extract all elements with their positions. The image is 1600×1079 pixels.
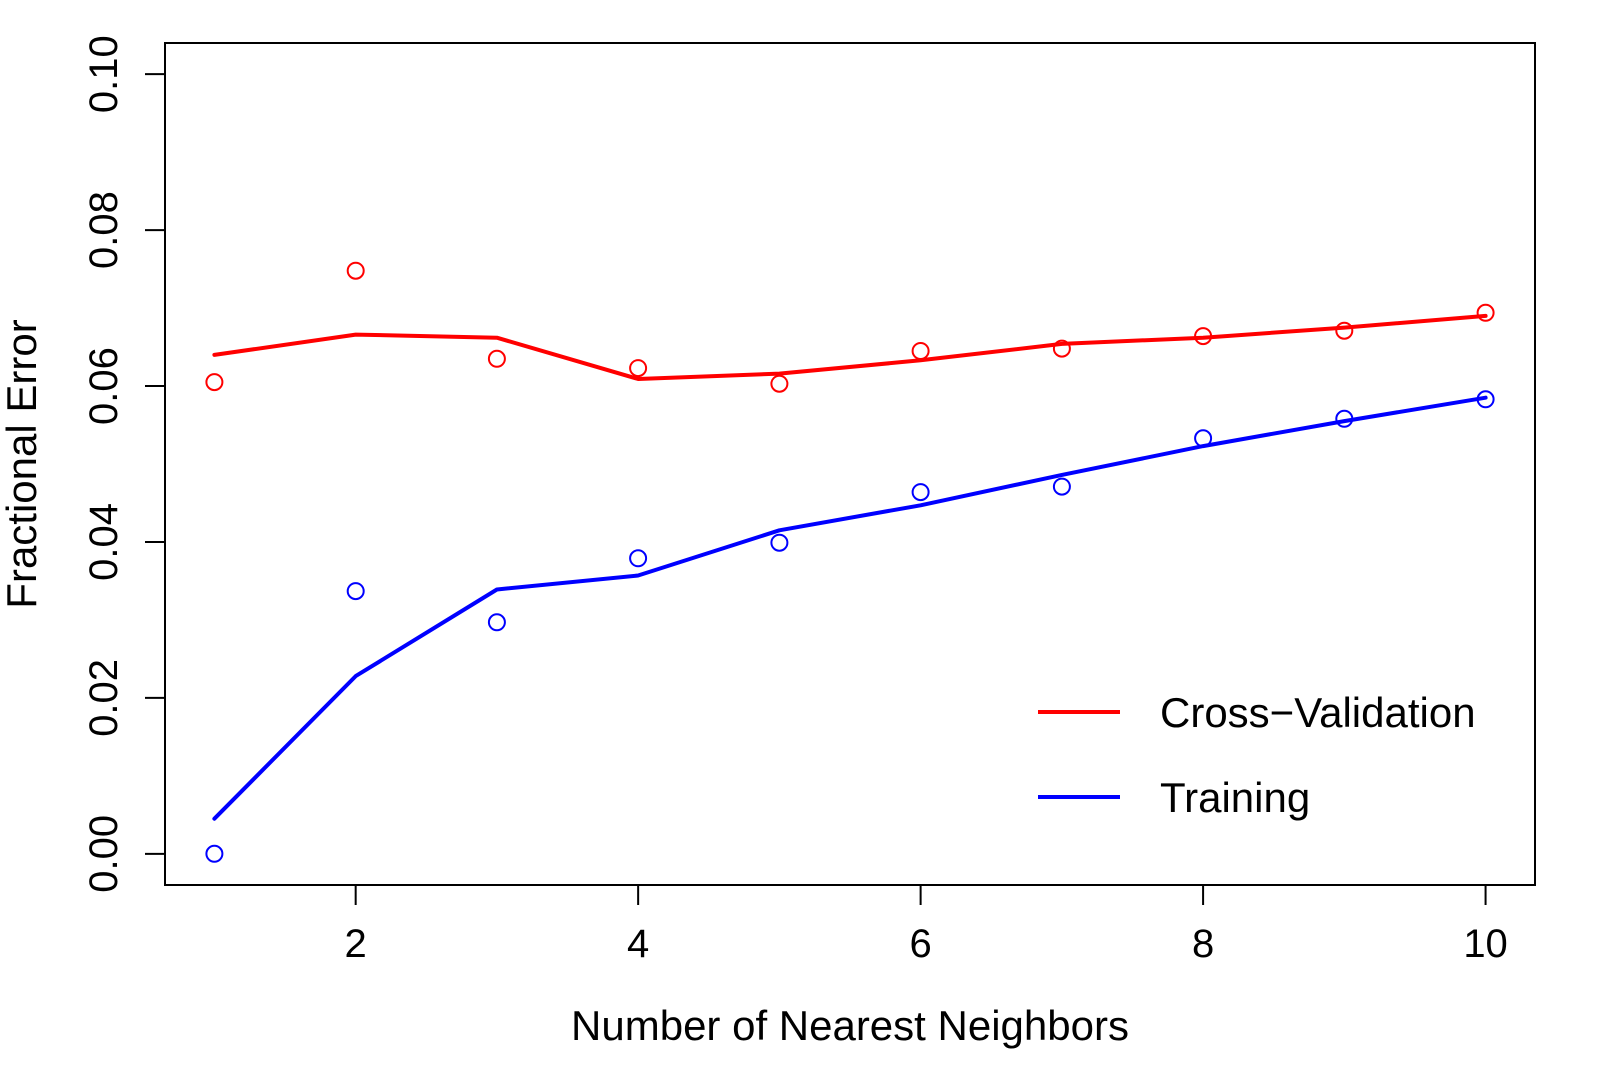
x-tick-label: 6 — [909, 922, 931, 966]
y-tick-label: 0.08 — [82, 191, 126, 269]
data-point — [1335, 409, 1354, 428]
data-point — [629, 549, 648, 568]
data-point — [205, 373, 224, 392]
y-tick-label: 0.10 — [82, 35, 126, 113]
y-tick-label: 0.04 — [82, 503, 126, 581]
legend: Cross−Validation Training — [1038, 689, 1476, 821]
series-line — [212, 395, 1488, 821]
data-point — [770, 533, 789, 552]
legend-label: Cross−Validation — [1160, 689, 1476, 736]
legend-label: Training — [1160, 774, 1310, 821]
y-tick-label: 0.00 — [82, 815, 126, 893]
series-0 — [205, 261, 1495, 393]
data-point — [487, 613, 506, 632]
x-tick-label: 10 — [1463, 922, 1508, 966]
series-layer — [205, 261, 1495, 863]
data-point — [1052, 477, 1071, 496]
x-tick-label: 2 — [345, 922, 367, 966]
data-point — [911, 342, 930, 360]
series-1 — [205, 390, 1495, 863]
data-point — [1194, 327, 1213, 346]
data-point — [1194, 429, 1213, 448]
y-tick-label: 0.02 — [82, 659, 126, 737]
data-point — [770, 374, 789, 393]
x-tick-label: 8 — [1192, 922, 1214, 966]
series-line — [212, 313, 1488, 381]
data-point — [1476, 390, 1495, 409]
data-point — [629, 359, 648, 378]
y-axis-label: Fractional Error — [0, 319, 45, 608]
data-point — [205, 844, 224, 863]
data-point — [1335, 321, 1354, 340]
data-point — [1476, 303, 1495, 322]
y-axis: 0.00 0.02 0.04 0.06 0.08 0.10 — [82, 35, 166, 893]
data-point — [346, 582, 365, 601]
data-point — [1052, 339, 1071, 358]
y-tick-label: 0.06 — [82, 347, 126, 425]
plot-frame — [164, 42, 1536, 886]
data-point — [346, 261, 365, 280]
x-tick-label: 4 — [627, 922, 649, 966]
data-point — [911, 483, 930, 502]
data-point — [487, 349, 506, 368]
x-axis-label: Number of Nearest Neighbors — [571, 1002, 1129, 1049]
x-axis: 2 4 6 8 10 — [345, 884, 1508, 966]
